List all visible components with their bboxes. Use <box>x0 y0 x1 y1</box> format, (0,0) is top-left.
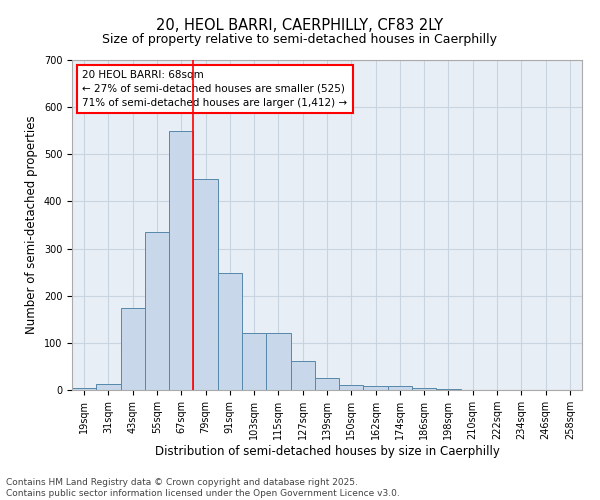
Bar <box>388 386 412 390</box>
Bar <box>290 361 315 390</box>
Text: 20 HEOL BARRI: 68sqm
← 27% of semi-detached houses are smaller (525)
71% of semi: 20 HEOL BARRI: 68sqm ← 27% of semi-detac… <box>82 70 347 108</box>
Bar <box>121 308 145 390</box>
Text: Contains HM Land Registry data © Crown copyright and database right 2025.
Contai: Contains HM Land Registry data © Crown c… <box>6 478 400 498</box>
Text: 20, HEOL BARRI, CAERPHILLY, CF83 2LY: 20, HEOL BARRI, CAERPHILLY, CF83 2LY <box>157 18 443 32</box>
X-axis label: Distribution of semi-detached houses by size in Caerphilly: Distribution of semi-detached houses by … <box>155 445 499 458</box>
Bar <box>72 388 96 390</box>
Bar <box>193 179 218 390</box>
Bar <box>266 334 290 390</box>
Bar <box>218 273 242 390</box>
Text: Size of property relative to semi-detached houses in Caerphilly: Size of property relative to semi-detach… <box>103 32 497 46</box>
Bar <box>169 131 193 390</box>
Bar <box>436 389 461 390</box>
Bar <box>412 388 436 390</box>
Bar <box>339 385 364 390</box>
Bar <box>145 232 169 390</box>
Bar <box>315 378 339 390</box>
Y-axis label: Number of semi-detached properties: Number of semi-detached properties <box>25 116 38 334</box>
Bar <box>364 386 388 390</box>
Bar <box>96 384 121 390</box>
Bar <box>242 334 266 390</box>
